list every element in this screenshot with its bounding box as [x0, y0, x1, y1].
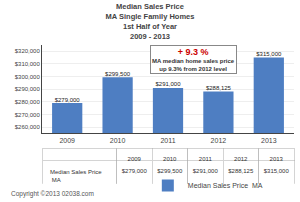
svg-text:2011: 2011: [160, 137, 175, 144]
svg-text:Copyright ©2013 02038.com: Copyright ©2013 02038.com: [11, 190, 94, 198]
svg-text:2009: 2009: [59, 137, 75, 144]
svg-text:$290,000: $290,000: [15, 86, 41, 92]
svg-text:+ 9.3 %MA median home sales pr: + 9.3 %MA median home sales priceup 9.3%…: [152, 47, 235, 72]
svg-text:$299,500: $299,500: [157, 168, 183, 174]
svg-text:$279,000: $279,000: [55, 97, 81, 103]
svg-text:Median Sales PriceMA Single Fa: Median Sales PriceMA Single Family Homes…: [106, 2, 195, 40]
svg-text:$299,500: $299,500: [105, 71, 131, 77]
svg-text:$280,000: $280,000: [15, 99, 41, 105]
svg-text:2012: 2012: [234, 156, 248, 162]
svg-text:$279,000: $279,000: [122, 168, 148, 174]
svg-text:$260,000: $260,000: [15, 124, 41, 130]
svg-text:2009: 2009: [128, 156, 142, 162]
svg-text:2011: 2011: [199, 156, 213, 162]
svg-text:Median Sales Price MA: Median Sales Price MA: [50, 169, 102, 183]
svg-text:2012: 2012: [211, 137, 227, 144]
svg-text:Median Sales Price MA: Median Sales Price MA: [188, 182, 263, 189]
svg-text:$288,125: $288,125: [228, 168, 254, 174]
svg-text:2013: 2013: [261, 137, 277, 144]
svg-text:2013: 2013: [270, 156, 284, 162]
svg-text:$300,000: $300,000: [15, 74, 41, 80]
svg-text:$270,000: $270,000: [15, 112, 41, 118]
svg-text:$291,000: $291,000: [155, 81, 181, 87]
svg-text:$315,000: $315,000: [256, 51, 282, 57]
svg-text:$315,000: $315,000: [264, 168, 290, 174]
svg-text:2010: 2010: [163, 156, 177, 162]
svg-text:2010: 2010: [110, 137, 126, 144]
svg-text:$310,000: $310,000: [15, 61, 41, 67]
svg-text:$320,000: $320,000: [15, 48, 41, 54]
svg-text:$288,125: $288,125: [206, 85, 232, 91]
svg-text:$291,000: $291,000: [193, 168, 219, 174]
